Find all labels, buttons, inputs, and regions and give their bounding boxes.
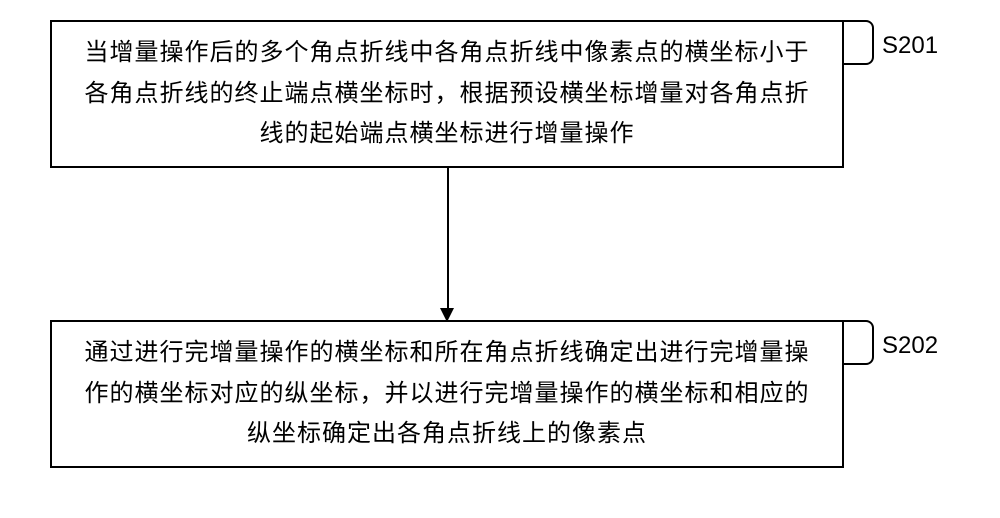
edge-line: [447, 168, 449, 308]
bracket-step2: [844, 320, 874, 365]
node-text: 当增量操作后的多个角点折线中各角点折线中像素点的横坐标小于各角点折线的终止端点横…: [80, 33, 814, 155]
node-label-step2: S202: [882, 332, 938, 360]
bracket-step1: [844, 20, 874, 65]
node-text: 通过进行完增量操作的横坐标和所在角点折线确定出进行完增量操作的横坐标对应的纵坐标…: [80, 333, 814, 455]
flowchart-node-step1: 当增量操作后的多个角点折线中各角点折线中像素点的横坐标小于各角点折线的终止端点横…: [50, 20, 844, 168]
node-label-step1: S201: [882, 32, 938, 60]
flowchart-node-step2: 通过进行完增量操作的横坐标和所在角点折线确定出进行完增量操作的横坐标对应的纵坐标…: [50, 320, 844, 468]
flowchart-container: 当增量操作后的多个角点折线中各角点折线中像素点的横坐标小于各角点折线的终止端点横…: [0, 0, 1000, 518]
